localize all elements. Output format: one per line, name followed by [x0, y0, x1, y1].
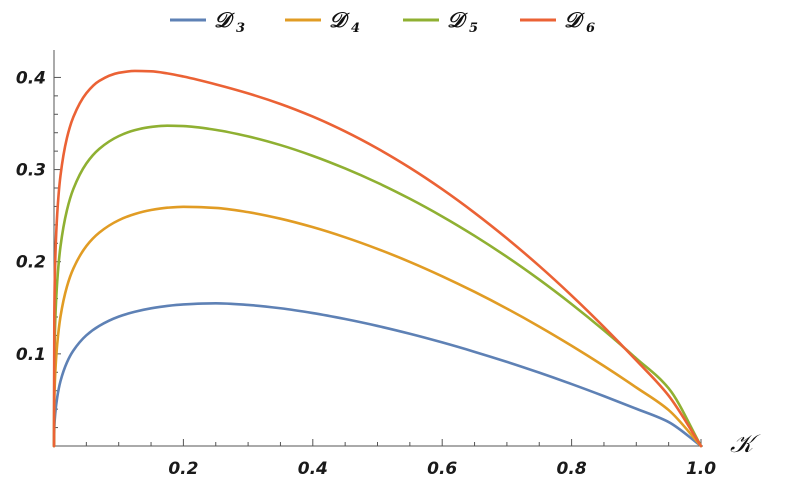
legend-label: 𝒟 — [447, 7, 468, 32]
ticks: 0.2 0.4 0.6 0.8 1.0 0.1 0.2 0.3 0.4 — [16, 68, 716, 479]
x-tick-label: 0.2 — [168, 459, 198, 479]
x-tick-label: 1.0 — [686, 459, 716, 479]
legend-label: 𝒟 — [214, 7, 235, 32]
y-tick-label: 0.3 — [16, 161, 46, 181]
legend-subscript: 3 — [236, 21, 245, 36]
x-axis-title: 𝒦 — [730, 429, 761, 458]
y-tick-label: 0.4 — [16, 68, 46, 88]
y-tick-label: 0.1 — [16, 345, 46, 365]
series-line-5 — [52, 124, 703, 448]
legend-subscript: 6 — [586, 21, 595, 36]
series-line-6 — [52, 69, 703, 448]
series-line-4 — [52, 205, 703, 448]
x-tick-label: 0.4 — [298, 459, 328, 479]
x-tick-label: 0.8 — [557, 459, 587, 479]
legend-subscript: 5 — [469, 21, 478, 36]
legend-subscript: 4 — [351, 21, 360, 36]
legend-label: 𝒟 — [564, 7, 585, 32]
legend-label: 𝒟 — [329, 7, 350, 32]
plot-area — [52, 69, 703, 448]
series-line-3 — [52, 302, 703, 448]
y-tick-label: 0.2 — [16, 253, 46, 273]
x-tick-label: 0.6 — [427, 459, 457, 479]
